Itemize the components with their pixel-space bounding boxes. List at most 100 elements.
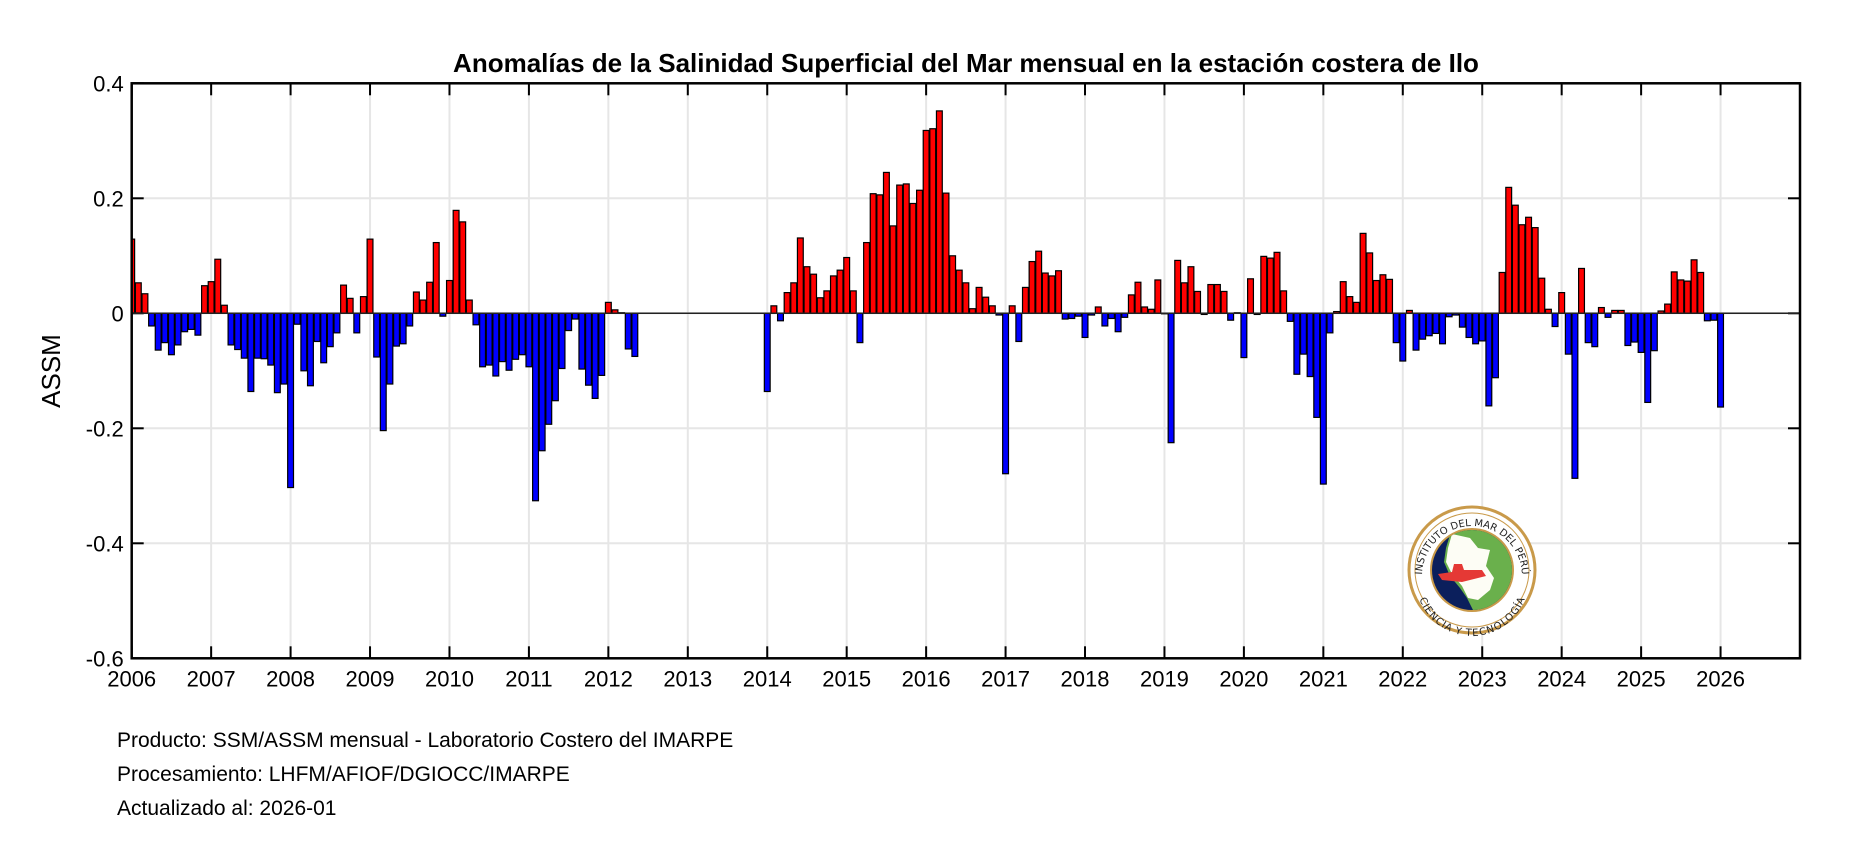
bar-negative: [1458, 312, 1466, 328]
bar-negative: [1114, 312, 1122, 333]
bar-positive: [988, 305, 996, 314]
bar-negative: [306, 312, 314, 387]
bar-positive: [1683, 280, 1691, 314]
bar-negative: [1412, 312, 1420, 351]
bar-positive: [935, 110, 943, 314]
bar-negative: [485, 312, 493, 366]
bar-negative: [1425, 312, 1433, 337]
bar-negative: [525, 312, 533, 368]
bar-negative: [551, 312, 559, 402]
bar-positive: [366, 238, 374, 314]
bar-positive: [1359, 232, 1367, 314]
bar-positive: [1220, 290, 1228, 314]
bar-positive: [459, 221, 467, 314]
bar-negative: [326, 312, 334, 348]
x-tick-label: 2017: [981, 666, 1030, 691]
y-tick-label: -0.2: [86, 416, 124, 441]
bar-negative: [373, 312, 381, 358]
bar-positive: [962, 282, 970, 314]
bar-positive: [975, 286, 983, 314]
bar-positive: [426, 281, 434, 314]
bar-negative: [498, 312, 506, 363]
bar-negative: [1485, 312, 1493, 407]
bar-positive: [1134, 281, 1142, 314]
bar-negative: [300, 312, 308, 372]
bar-negative: [1240, 312, 1248, 359]
bar-positive: [829, 275, 837, 314]
bar-positive: [915, 189, 924, 314]
bar-positive: [419, 299, 427, 314]
bar-negative: [1584, 312, 1592, 344]
bar-negative: [187, 312, 195, 330]
y-tick-label: -0.4: [86, 531, 124, 556]
bar-negative: [505, 312, 513, 371]
bar-positive: [889, 225, 897, 314]
bar-positive: [1386, 278, 1394, 314]
x-tick-label: 2015: [822, 666, 871, 691]
bar-negative: [624, 312, 632, 350]
bar-positive: [1525, 216, 1533, 314]
x-tick-label: 2006: [107, 666, 156, 691]
bar-negative: [1326, 312, 1334, 334]
bar-positive: [796, 237, 804, 314]
bar-positive: [604, 301, 612, 314]
bar-negative: [406, 312, 414, 327]
bar-negative: [1319, 312, 1327, 485]
bar-negative: [584, 312, 593, 386]
bar-negative: [1313, 312, 1321, 418]
bar-positive: [863, 241, 871, 314]
bar-positive: [869, 193, 877, 314]
bar-positive: [359, 296, 367, 314]
bar-positive: [955, 269, 963, 314]
bar-positive: [1280, 290, 1288, 314]
bar-positive: [452, 209, 460, 314]
bar-negative: [763, 312, 771, 393]
bar-positive: [1028, 260, 1036, 314]
bar-negative: [293, 312, 301, 325]
bar-negative: [379, 312, 387, 432]
bar-positive: [1207, 283, 1215, 314]
bar-positive: [896, 184, 904, 314]
bar-positive: [1538, 277, 1546, 314]
x-tick-label: 2025: [1617, 666, 1666, 691]
bar-positive: [445, 279, 453, 314]
bar-negative: [776, 312, 784, 322]
bar-positive: [1518, 224, 1526, 314]
bar-positive: [1366, 252, 1374, 314]
y-tick-label: 0.2: [93, 186, 124, 211]
bar-negative: [386, 312, 394, 385]
bar-positive: [1194, 290, 1202, 314]
bar-negative: [492, 312, 500, 377]
bar-negative: [1478, 312, 1486, 342]
x-tick-label: 2021: [1299, 666, 1348, 691]
y-tick-label: 0: [111, 301, 123, 326]
bar-negative: [1419, 312, 1427, 340]
bar-positive: [1055, 270, 1063, 314]
x-tick-label: 2007: [187, 666, 236, 691]
bar-negative: [174, 312, 182, 346]
bar-negative: [1465, 312, 1473, 339]
bar-positive: [1174, 259, 1182, 314]
bar-negative: [1551, 312, 1559, 328]
bar-negative: [1591, 312, 1599, 348]
x-tick-label: 2024: [1537, 666, 1586, 691]
x-tick-label: 2011: [505, 666, 552, 691]
bar-negative: [565, 312, 573, 332]
bar-negative: [1491, 312, 1499, 379]
bar-positive: [770, 305, 778, 314]
axes-box: [130, 82, 1802, 660]
bar-positive: [1247, 278, 1255, 314]
bar-positive: [134, 282, 142, 314]
chart-title: Anomalías de la Salinidad Superficial de…: [453, 48, 1479, 78]
bar-negative: [1286, 312, 1294, 322]
x-tick-label: 2023: [1458, 666, 1507, 691]
bar-negative: [512, 312, 520, 360]
bar-negative: [472, 312, 480, 326]
bar-negative: [631, 312, 639, 358]
bar-negative: [578, 312, 586, 370]
bar-positive: [1511, 204, 1519, 314]
bar-negative: [1637, 312, 1645, 353]
bar-positive: [1266, 257, 1274, 314]
x-tick-label: 2016: [902, 666, 951, 691]
x-tick-label: 2012: [584, 666, 633, 691]
